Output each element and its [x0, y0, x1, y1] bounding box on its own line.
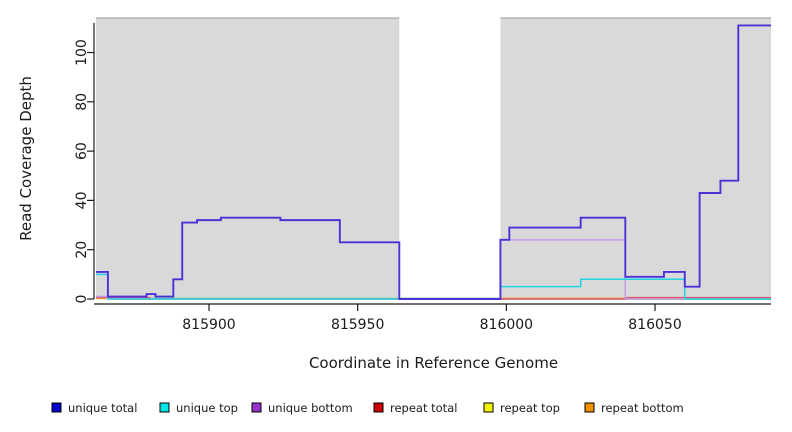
- y-tick-label-20: 20: [74, 241, 90, 259]
- x-axis: 815900 815950 816000 816050 Coordinate in Re…: [94, 303, 771, 372]
- x-axis-title: Coordinate in Reference Genome: [309, 354, 558, 372]
- legend-item-repeat-total[interactable]: repeat total: [373, 401, 457, 415]
- legend-label-unique-top: unique top: [176, 401, 238, 415]
- legend-swatch-repeat-total: [373, 402, 384, 413]
- y-tick-label-40: 40: [74, 191, 90, 209]
- legend-item-repeat-top[interactable]: repeat top: [483, 401, 560, 415]
- legend-item-unique-total[interactable]: unique total: [51, 401, 137, 415]
- legend-label-unique-bottom: unique bottom: [268, 401, 353, 415]
- panel-background: [96, 17, 771, 299]
- y-tick-label-100: 100: [74, 39, 90, 66]
- x-tick-label-815900: 815900: [182, 317, 235, 333]
- legend-label-repeat-top: repeat top: [500, 401, 560, 415]
- legend-swatch-unique-total: [51, 402, 62, 413]
- y-axis-title: Read Coverage Depth: [17, 76, 35, 241]
- shaded-region-0: [96, 18, 400, 299]
- legend-label-repeat-total: repeat total: [390, 401, 457, 415]
- y-axis: 0 20 40 60 80 100 Read Coverage Depth: [17, 22, 95, 304]
- legend-item-unique-bottom[interactable]: unique bottom: [251, 401, 353, 415]
- legend-swatch-repeat-top: [483, 402, 494, 413]
- y-tick-label-0: 0: [74, 295, 90, 304]
- x-tick-label-816000: 816000: [480, 317, 533, 333]
- series-line-unique-total: [96, 24, 771, 300]
- legend-item-repeat-bottom[interactable]: repeat bottom: [584, 401, 684, 415]
- legend-label-unique-total: unique total: [68, 401, 137, 415]
- legend-swatch-unique-bottom: [251, 402, 262, 413]
- legend-label-repeat-bottom: repeat bottom: [601, 401, 684, 415]
- data-series-group: [96, 24, 771, 300]
- x-tick-label-816050: 816050: [628, 317, 681, 333]
- y-tick-label-80: 80: [74, 93, 90, 111]
- legend-swatch-repeat-bottom: [584, 402, 595, 413]
- x-tick-label-815950: 815950: [331, 317, 384, 333]
- legend: unique total unique top unique bottom repea…: [51, 401, 684, 415]
- shaded-region-1: [500, 18, 771, 299]
- legend-swatch-unique-top: [159, 402, 170, 413]
- legend-item-unique-top[interactable]: unique top: [159, 401, 238, 415]
- y-tick-label-60: 60: [74, 142, 90, 160]
